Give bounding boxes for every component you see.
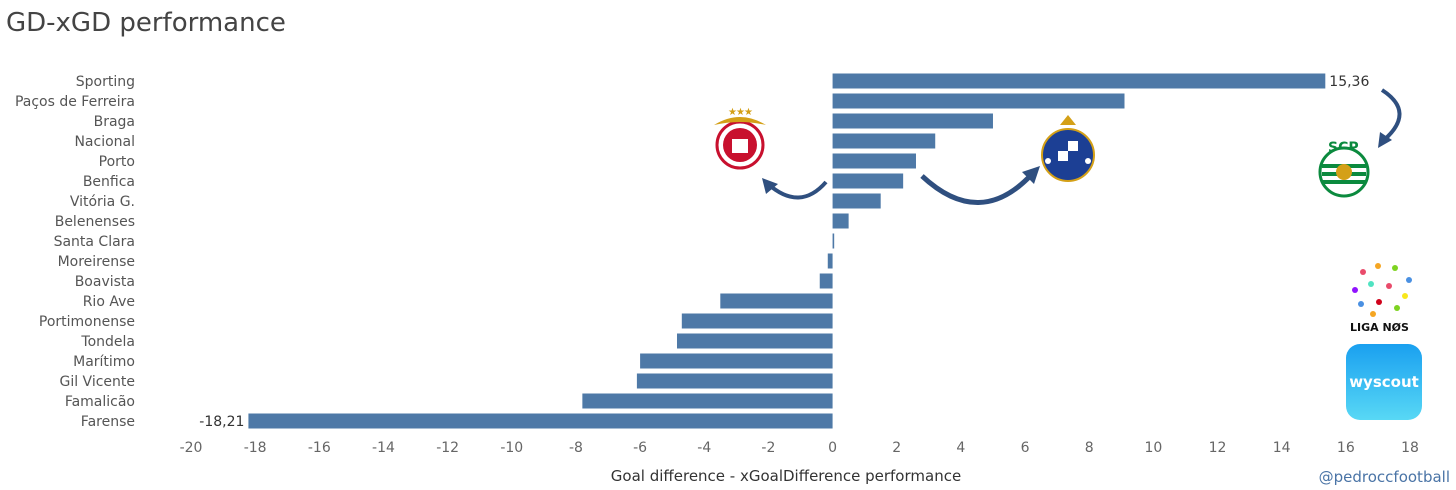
bar [832, 73, 1326, 89]
x-tick-label: -18 [244, 440, 267, 456]
x-tick-label: 6 [1021, 440, 1030, 456]
category-labels-layer: Sporting 15,36 Paços de Ferreira Braga Nacio… [15, 74, 1370, 430]
x-tick-label: -2 [761, 440, 775, 456]
x-tick-label: 2 [892, 440, 901, 456]
bar [676, 333, 833, 349]
category-label: Santa Clara [54, 234, 135, 250]
category-label: Boavista [75, 274, 135, 290]
category-label: Benfica [83, 174, 135, 190]
category-label: Farense [81, 414, 135, 430]
x-tick-label: -6 [633, 440, 647, 456]
bar [681, 313, 833, 329]
category-label: Moreirense [58, 254, 135, 270]
category-label: Paços de Ferreira [15, 94, 135, 110]
wyscout-logo: wyscout [1346, 344, 1422, 420]
arrow-to-benfica [766, 180, 828, 200]
x-tick-label: 16 [1337, 440, 1355, 456]
data-label: -18,21 [199, 414, 244, 430]
arrow-to-sporting [1380, 88, 1402, 142]
category-label: Portimonense [39, 314, 135, 330]
bar [832, 233, 835, 249]
x-tick-label: -8 [569, 440, 583, 456]
data-label: 15,36 [1329, 74, 1369, 90]
arrow-head-porto [1022, 166, 1040, 184]
bar [248, 413, 833, 429]
x-tick-label: -20 [180, 440, 203, 456]
x-tick-label: -10 [500, 440, 523, 456]
svg-text:★: ★ [736, 107, 745, 118]
x-tick-label: 12 [1209, 440, 1227, 456]
bars-layer [248, 73, 1326, 429]
category-label: Gil Vicente [59, 374, 135, 390]
bar [832, 133, 936, 149]
category-label: Vitória G. [70, 194, 135, 210]
bar [720, 293, 833, 309]
porto-logo [1041, 115, 1095, 182]
author-handle: @pedroccfootball [1318, 468, 1450, 486]
bar [582, 393, 833, 409]
x-tick-labels-layer: -20 -18 -16 -14 -12 -10 -8 -6 -4 -2 0 2 4 6 8 10 12 14 16 1… [180, 440, 1419, 456]
category-label: Famalicão [65, 394, 135, 410]
bar [819, 273, 833, 289]
liga-nos-logo [1352, 263, 1412, 317]
bar [832, 173, 904, 189]
x-tick-label: 8 [1085, 440, 1094, 456]
x-axis-title: Goal difference - xGoalDifference perfor… [611, 467, 961, 485]
bar [832, 213, 849, 229]
bar [640, 353, 833, 369]
arrow-head-sporting [1378, 132, 1392, 148]
x-tick-label: 18 [1401, 440, 1419, 456]
benfica-logo: ★ ★ ★ [714, 107, 766, 170]
bar [832, 193, 881, 209]
x-tick-label: 14 [1273, 440, 1291, 456]
category-label: Porto [99, 154, 135, 170]
x-tick-label: -4 [697, 440, 711, 456]
bar [832, 93, 1125, 109]
bar [832, 153, 916, 169]
x-tick-label: 4 [956, 440, 965, 456]
category-label: Braga [94, 114, 135, 130]
arrow-to-porto [920, 172, 1034, 205]
category-label: Nacional [74, 134, 135, 150]
bar [636, 373, 833, 389]
sporting-logo: SCP [1318, 140, 1370, 198]
category-label: Marítimo [73, 354, 135, 370]
category-label: Tondela [80, 334, 135, 350]
svg-text:★: ★ [744, 107, 753, 118]
liga-nos-text: LIGA NØS [1350, 321, 1409, 334]
x-tick-label: -12 [436, 440, 459, 456]
x-tick-label: -16 [308, 440, 331, 456]
svg-text:★: ★ [728, 107, 737, 118]
chart-title: GD-xGD performance [6, 8, 286, 38]
category-label: Rio Ave [83, 294, 135, 310]
x-tick-label: 0 [828, 440, 837, 456]
category-label: Sporting [76, 74, 135, 90]
x-tick-label: 10 [1144, 440, 1162, 456]
bar [827, 253, 833, 269]
arrow-head-benfica [762, 178, 778, 194]
x-tick-label: -14 [372, 440, 395, 456]
bar [832, 113, 993, 129]
category-label: Belenenses [55, 214, 135, 230]
